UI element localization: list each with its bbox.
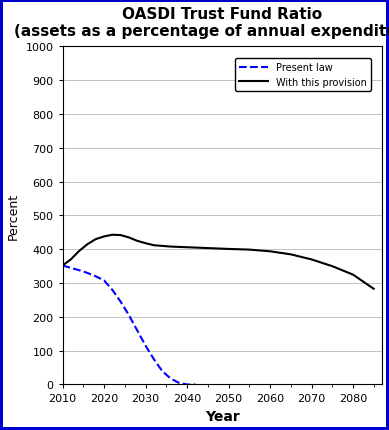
With this provision [330,264,335,269]
With this provision [126,235,131,240]
With this provision [185,245,189,250]
Present law [110,288,115,293]
With this provision [135,239,140,244]
With this provision [201,246,206,251]
With this provision [168,244,173,249]
X-axis label: Year: Year [205,409,240,423]
Present law [85,271,90,276]
With this provision [151,243,156,248]
With this provision [85,242,90,247]
Present law [60,263,65,268]
Present law [151,357,156,362]
With this provision [371,286,376,292]
Present law [93,274,98,279]
With this provision [210,246,214,251]
With this provision [102,234,106,240]
With this provision [247,247,252,252]
With this provision [193,246,198,251]
Present law [143,343,148,348]
With this provision [68,257,73,262]
Present law [168,376,173,381]
With this provision [110,233,115,238]
With this provision [350,272,355,277]
With this provision [77,249,81,254]
Present law [118,299,123,304]
With this provision [268,249,272,254]
Present law [68,266,73,271]
Legend: Present law, With this provision: Present law, With this provision [235,59,371,92]
Present law [160,369,165,374]
Present law [135,328,140,333]
Title: OASDI Trust Fund Ratio
(assets as a percentage of annual expenditures): OASDI Trust Fund Ratio (assets as a perc… [14,7,389,39]
Y-axis label: Percent: Percent [7,193,20,240]
With this provision [143,241,148,246]
Present law [185,382,189,387]
Line: Present law: Present law [63,266,195,384]
With this provision [288,252,293,257]
With this provision [309,257,314,262]
Present law [126,313,131,318]
Line: With this provision: With this provision [63,235,374,289]
Present law [102,278,106,283]
With this provision [93,237,98,242]
With this provision [226,247,231,252]
With this provision [160,244,165,249]
With this provision [176,245,181,250]
With this provision [60,263,65,268]
Present law [193,382,198,387]
Present law [77,268,81,273]
Present law [176,380,181,385]
With this provision [118,233,123,238]
With this provision [218,246,223,252]
